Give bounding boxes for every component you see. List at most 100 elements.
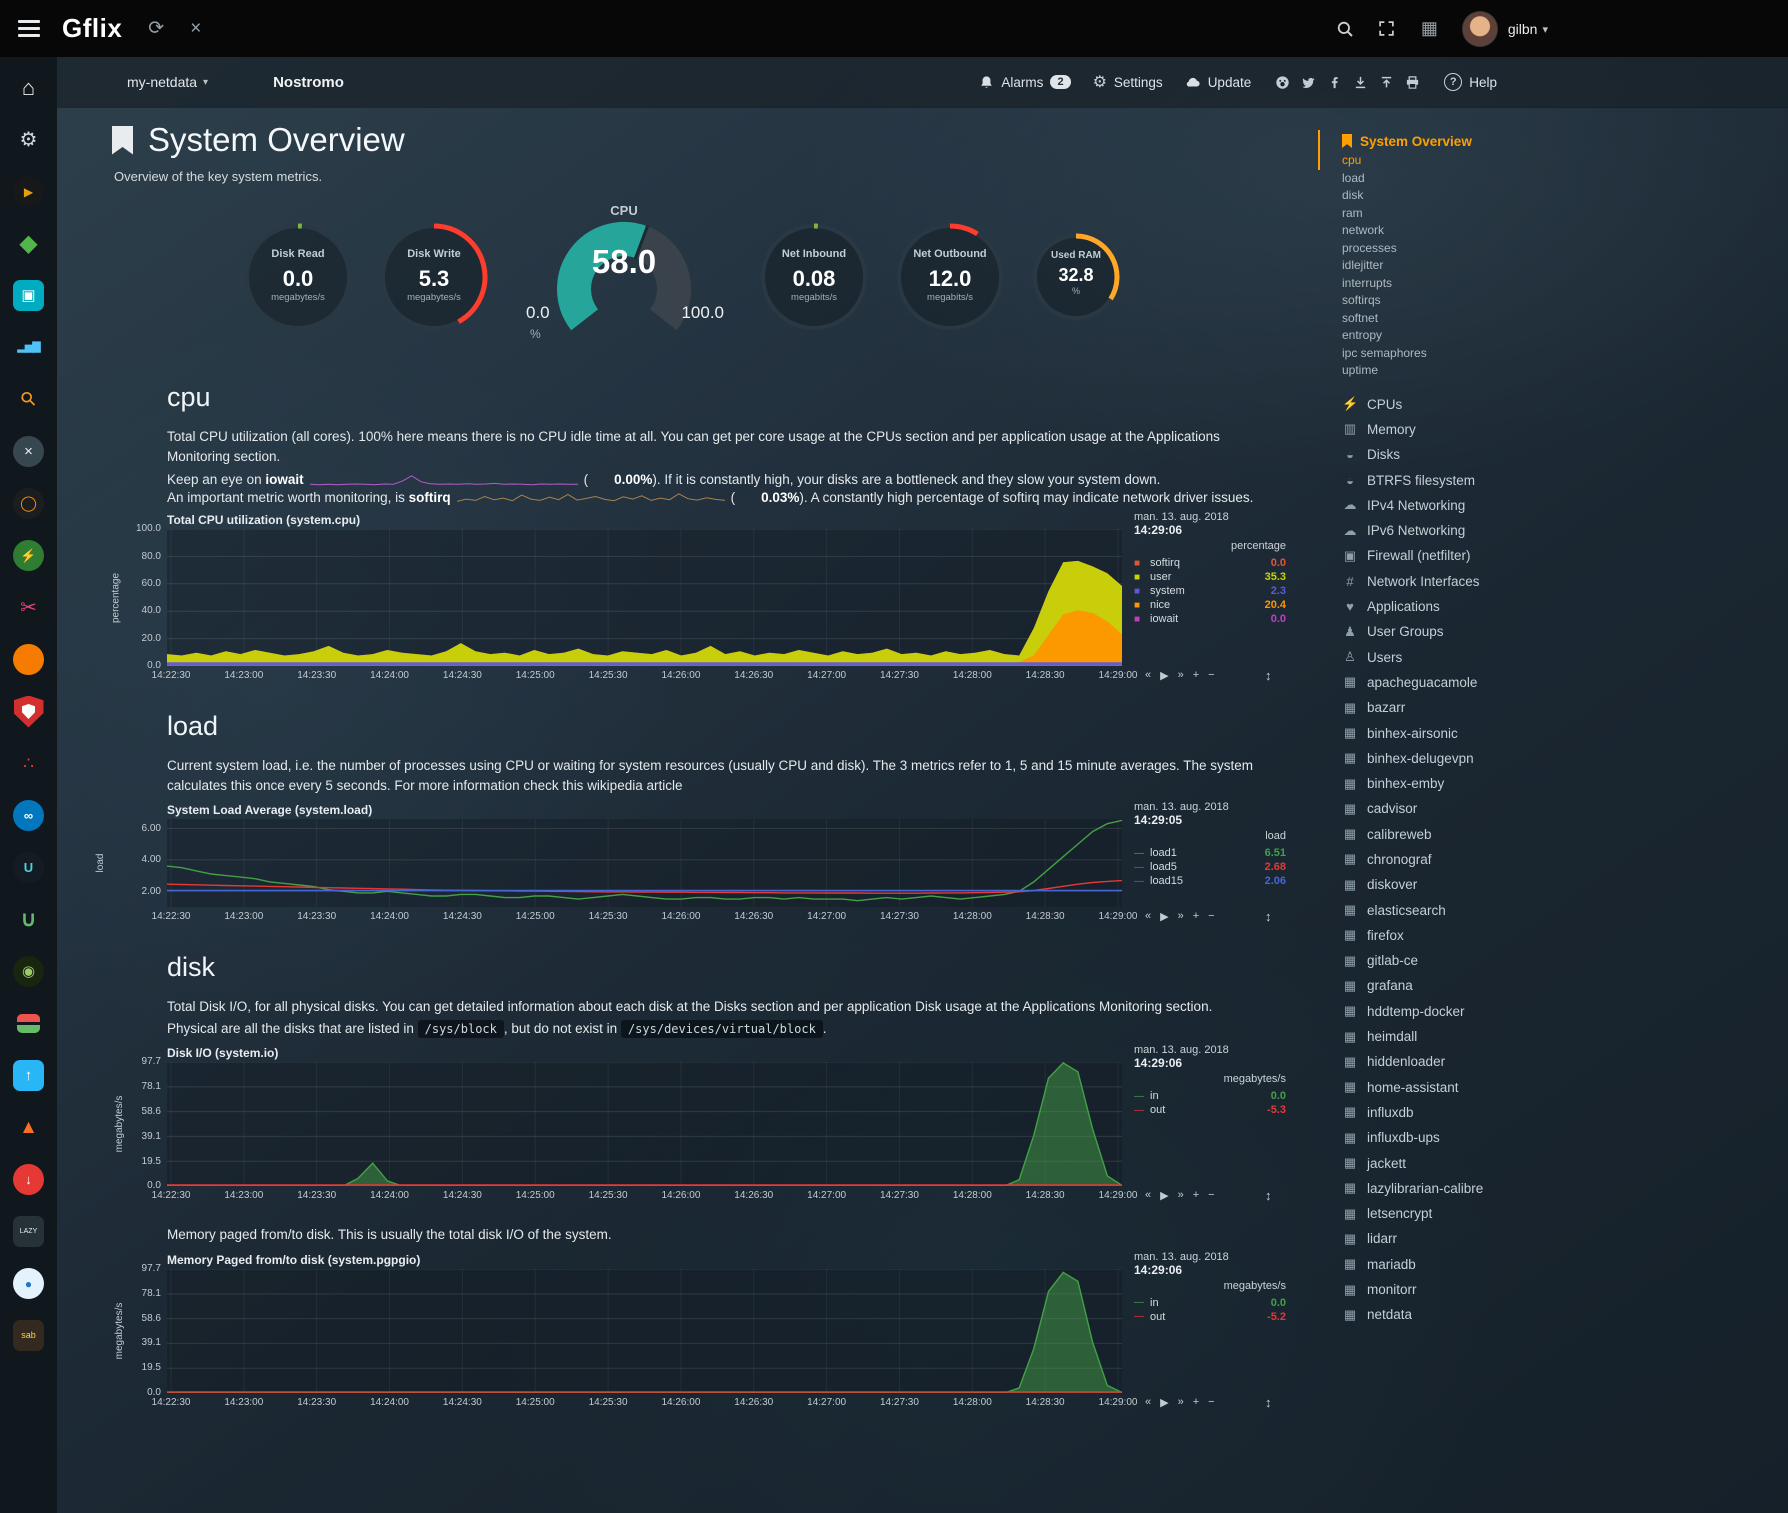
gauge-disk-write[interactable]: Disk Write5.3megabytes/s <box>378 221 490 333</box>
gauge-net-outbound[interactable]: Net Outbound12.0megabits/s <box>894 221 1006 333</box>
chart-zoom-out-button[interactable]: − <box>1208 1396 1214 1409</box>
sidebar-app-x-circle-icon[interactable]: × <box>11 434 47 469</box>
twitter-icon[interactable] <box>1301 75 1316 90</box>
chart-pan-right-button[interactable]: » <box>1178 1189 1184 1202</box>
chart-resize-handle[interactable]: ↕ <box>1265 668 1272 683</box>
legend-item-load5[interactable]: —load52.68 <box>1134 860 1286 874</box>
chart-play-button[interactable]: ▶ <box>1160 910 1168 923</box>
sidebar-app-lazylibrarian-icon[interactable]: LAZY <box>11 1214 47 1249</box>
sidebar-subitem-interrupts[interactable]: interrupts <box>1342 275 1788 293</box>
chart-play-button[interactable]: ▶ <box>1160 669 1168 682</box>
sidebar-app-equalizer-icon[interactable]: ▂▅▇ <box>11 330 47 365</box>
sidebar-app-influxdb-ups[interactable]: ▦influxdb-ups <box>1342 1125 1788 1150</box>
chart-pan-left-button[interactable]: « <box>1145 1189 1151 1202</box>
sidebar-app-influxdb[interactable]: ▦influxdb <box>1342 1100 1788 1125</box>
chart-pan-left-button[interactable]: « <box>1145 910 1151 923</box>
sidebar-app-elasticsearch[interactable]: ▦elasticsearch <box>1342 897 1788 922</box>
fullscreen-icon[interactable] <box>1378 20 1395 37</box>
sidebar-app-grafana[interactable]: ▦grafana <box>1342 973 1788 998</box>
sidebar-section-ipv4-networking[interactable]: ☁IPv4 Networking <box>1342 493 1788 518</box>
settings-button[interactable]: ⚙ Settings <box>1093 72 1163 92</box>
sidebar-app-jackett[interactable]: ▦jackett <box>1342 1150 1788 1175</box>
close-tab-icon[interactable]: × <box>190 18 201 40</box>
sidebar-app-gitlab-ce[interactable]: ▦gitlab-ce <box>1342 948 1788 973</box>
sidebar-app-arrow-down-circle-icon[interactable]: ↓ <box>11 1162 47 1197</box>
sidebar-app-bolt-circle-icon[interactable]: ⚡ <box>11 538 47 573</box>
chart-zoom-out-button[interactable]: − <box>1208 669 1214 682</box>
sidebar-subitem-softirqs[interactable]: softirqs <box>1342 292 1788 310</box>
sidebar-subitem-cpu[interactable]: cpu <box>1342 152 1788 170</box>
sidebar-app-binhex-airsonic[interactable]: ▦binhex-airsonic <box>1342 720 1788 745</box>
gauge-used-ram[interactable]: Used RAM32.8% <box>1030 231 1122 323</box>
sidebar-app-lidarr[interactable]: ▦lidarr <box>1342 1226 1788 1251</box>
chart-zoom-in-button[interactable]: + <box>1193 1189 1199 1202</box>
sidebar-app-gitlab-flame-icon[interactable]: ▲ <box>11 1110 47 1145</box>
chart-zoom-out-button[interactable]: − <box>1208 1189 1214 1202</box>
chart-canvas-system-io[interactable]: 97.778.158.639.119.50.0megabytes/s <box>167 1062 1122 1186</box>
chart-zoom-in-button[interactable]: + <box>1193 910 1199 923</box>
sidebar-app-sabnzbd-icon[interactable]: sab <box>11 1318 47 1353</box>
alarms-button[interactable]: Alarms 2 <box>979 75 1070 90</box>
chart-pan-right-button[interactable]: » <box>1178 910 1184 923</box>
refresh-icon[interactable]: ⟳ <box>148 17 164 40</box>
avatar[interactable] <box>1462 11 1498 47</box>
sidebar-section-firewall-netfilter[interactable]: ▣Firewall (netfilter) <box>1342 543 1788 568</box>
legend-item-iowait[interactable]: ■iowait0.0 <box>1134 612 1286 626</box>
sidebar-section-users[interactable]: ♙Users <box>1342 644 1788 669</box>
chart-resize-handle[interactable]: ↕ <box>1265 1395 1272 1410</box>
legend-item-out[interactable]: —out-5.3 <box>1134 1103 1286 1117</box>
sidebar-app-chronograf[interactable]: ▦chronograf <box>1342 847 1788 872</box>
sidebar-app-emby-icon[interactable]: ◆ <box>11 226 47 261</box>
sidebar-app-gear-icon[interactable]: ⚙ <box>11 122 47 157</box>
chart-zoom-out-button[interactable]: − <box>1208 910 1214 923</box>
legend-item-load15[interactable]: —load152.06 <box>1134 874 1286 888</box>
cpu-gauge[interactable]: CPU58.00.0100.0% <box>514 201 734 353</box>
sidebar-app-target-circle-icon[interactable]: ◉ <box>11 954 47 989</box>
sidebar-app-firefox[interactable]: ▦firefox <box>1342 923 1788 948</box>
sidebar-app-scissors-icon[interactable]: ✂ <box>11 590 47 625</box>
chart-canvas-system-pgpgio[interactable]: 97.778.158.639.119.50.0megabytes/s <box>167 1269 1122 1393</box>
sidebar-section-user-groups[interactable]: ♟User Groups <box>1342 619 1788 644</box>
sidebar-section-network-interfaces[interactable]: #Network Interfaces <box>1342 569 1788 594</box>
chart-pan-right-button[interactable]: » <box>1178 669 1184 682</box>
chart-pan-right-button[interactable]: » <box>1178 1396 1184 1409</box>
sidebar-section-btrfs-filesystem[interactable]: ◒BTRFS filesystem <box>1342 467 1788 492</box>
sidebar-app-orange-ball-icon[interactable] <box>11 642 47 677</box>
upload-icon[interactable] <box>1379 75 1394 90</box>
legend-item-out[interactable]: —out-5.2 <box>1134 1310 1286 1324</box>
legend-item-system[interactable]: ■system2.3 <box>1134 584 1286 598</box>
sidebar-subitem-disk[interactable]: disk <box>1342 187 1788 205</box>
sidebar-app-shield-app-icon[interactable] <box>11 694 47 729</box>
sidebar-app-plex-icon[interactable]: ▶ <box>11 174 47 209</box>
facebook-icon[interactable] <box>1327 75 1342 90</box>
sidebar-subitem-ram[interactable]: ram <box>1342 205 1788 223</box>
username[interactable]: gilbn <box>1508 21 1538 37</box>
sidebar-app-diskover[interactable]: ▦diskover <box>1342 872 1788 897</box>
sidebar-section-disks[interactable]: ◒Disks <box>1342 442 1788 467</box>
sidebar-app-binhex-delugevpn[interactable]: ▦binhex-delugevpn <box>1342 746 1788 771</box>
sidebar-subitem-entropy[interactable]: entropy <box>1342 327 1788 345</box>
sidebar-subitem-softnet[interactable]: softnet <box>1342 310 1788 328</box>
sidebar-app-arrow-up-box-icon[interactable]: ↑ <box>11 1058 47 1093</box>
sidebar-app-home-icon[interactable]: ⌂ <box>11 70 47 105</box>
sidebar-subitem-network[interactable]: network <box>1342 222 1788 240</box>
legend-item-in[interactable]: —in0.0 <box>1134 1296 1286 1310</box>
sidebar-app-home-assistant[interactable]: ▦home-assistant <box>1342 1075 1788 1100</box>
sidebar-app-monitorr[interactable]: ▦monitorr <box>1342 1277 1788 1302</box>
sidebar-app-infinity-circle-icon[interactable]: ∞ <box>11 798 47 833</box>
sidebar-app-letsencrypt[interactable]: ▦letsencrypt <box>1342 1201 1788 1226</box>
sidebar-section-memory[interactable]: ▥Memory <box>1342 417 1788 442</box>
sidebar-subitem-load[interactable]: load <box>1342 170 1788 188</box>
sidebar-app-calibreweb[interactable]: ▦calibreweb <box>1342 822 1788 847</box>
gauge-net-inbound[interactable]: Net Inbound0.08megabits/s <box>758 221 870 333</box>
download-icon[interactable] <box>1353 75 1368 90</box>
legend-item-softirq[interactable]: ■softirq0.0 <box>1134 556 1286 570</box>
print-icon[interactable] <box>1405 75 1420 90</box>
chart-play-button[interactable]: ▶ <box>1160 1189 1168 1202</box>
sidebar-section-applications[interactable]: ♥Applications <box>1342 594 1788 619</box>
sidebar-item-system-overview[interactable]: System Overview <box>1342 130 1788 152</box>
sidebar-app-cadvisor[interactable]: ▦cadvisor <box>1342 796 1788 821</box>
sidebar-app-lazylibrarian-calibre[interactable]: ▦lazylibrarian-calibre <box>1342 1176 1788 1201</box>
server-dropdown[interactable]: my-netdata ▾ <box>127 74 208 90</box>
sidebar-app-u-green-icon[interactable]: ∪ <box>11 902 47 937</box>
